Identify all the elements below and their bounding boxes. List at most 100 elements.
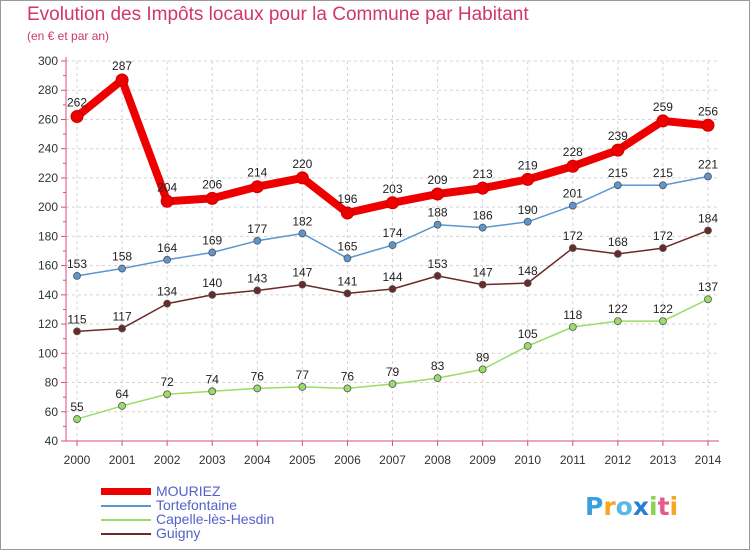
point-tortefontaine-2012: [613, 181, 622, 190]
x-tick-label-2004: 2004: [244, 453, 271, 467]
data-label-guigny-2004: 143: [247, 271, 267, 285]
x-tick-label-2014: 2014: [695, 453, 722, 467]
data-label-capelle-l-s-hesdin-2008: 83: [431, 359, 445, 373]
data-label-mouriez-2004: 214: [247, 166, 267, 180]
legend-swatch-guigny: [101, 533, 151, 535]
data-label-mouriez-2014: 256: [698, 104, 718, 118]
point-guigny-2010: [523, 279, 532, 288]
x-tick-label-2010: 2010: [514, 453, 541, 467]
point-guigny-2006: [343, 289, 352, 298]
data-label-tortefontaine-2013: 215: [653, 166, 673, 180]
legend-label-tortefontaine: Tortefontaine: [156, 497, 237, 513]
y-tick-label-80: 80: [45, 376, 59, 390]
data-label-capelle-l-s-hesdin-2005: 77: [296, 368, 310, 382]
point-tortefontaine-2013: [659, 181, 667, 190]
point-guigny-2014: [704, 226, 712, 235]
data-label-mouriez-2000: 262: [67, 96, 87, 110]
point-tortefontaine-2007: [388, 241, 397, 250]
point-tortefontaine-2009: [478, 223, 487, 232]
data-label-guigny-2000: 115: [67, 312, 86, 326]
y-tick-label-260: 260: [38, 112, 58, 126]
data-label-capelle-l-s-hesdin-2001: 64: [115, 387, 129, 401]
point-mouriez-2008: [431, 187, 445, 201]
y-tick-label-200: 200: [38, 200, 58, 214]
data-label-tortefontaine-2007: 174: [382, 226, 402, 240]
x-tick-label-2012: 2012: [605, 453, 632, 467]
data-label-guigny-2011: 172: [563, 229, 583, 243]
data-label-capelle-l-s-hesdin-2014: 137: [698, 280, 718, 294]
point-guigny-2012: [613, 250, 622, 258]
chart-title: Evolution des Impôts locaux pour la Comm…: [27, 4, 529, 25]
x-tick-label-2007: 2007: [379, 453, 406, 467]
point-tortefontaine-2011: [568, 201, 577, 210]
point-guigny-2001: [118, 324, 126, 333]
legend-swatch-tortefontaine: [101, 505, 151, 507]
legend-swatch-capelle: [101, 519, 151, 521]
point-capelle-l-s-hesdin-2000: [73, 415, 81, 423]
point-capelle-l-s-hesdin-2001: [118, 402, 126, 410]
data-label-mouriez-2010: 219: [518, 158, 538, 172]
point-mouriez-2006: [340, 206, 354, 220]
data-label-guigny-2005: 147: [292, 266, 312, 280]
data-label-capelle-l-s-hesdin-2000: 55: [70, 400, 84, 414]
point-capelle-l-s-hesdin-2010: [523, 342, 532, 350]
point-tortefontaine-2006: [343, 254, 352, 263]
y-tick-label-60: 60: [45, 405, 59, 419]
point-mouriez-2012: [611, 143, 625, 157]
data-label-mouriez-2007: 203: [382, 182, 402, 196]
point-capelle-l-s-hesdin-2008: [433, 374, 442, 383]
legend-label-capelle: Capelle-lès-Hesdin: [156, 511, 275, 527]
point-tortefontaine-2003: [208, 248, 217, 257]
point-tortefontaine-2014: [704, 172, 712, 181]
data-label-guigny-2003: 140: [202, 276, 222, 290]
point-guigny-2013: [659, 244, 667, 252]
point-capelle-l-s-hesdin-2007: [388, 380, 397, 388]
y-tick-label-300: 300: [38, 54, 58, 68]
point-guigny-2005: [298, 280, 307, 289]
data-label-guigny-2006: 141: [337, 274, 357, 288]
y-tick-label-140: 140: [38, 288, 58, 302]
point-tortefontaine-2004: [253, 236, 262, 245]
data-label-capelle-l-s-hesdin-2009: 89: [476, 350, 490, 364]
legend-label-mouriez: MOURIEZ: [156, 483, 221, 499]
data-label-guigny-2010: 148: [518, 264, 538, 278]
x-tick-label-2001: 2001: [109, 453, 136, 467]
data-label-tortefontaine-2005: 182: [292, 214, 312, 228]
data-label-tortefontaine-2012: 215: [608, 166, 628, 180]
data-label-guigny-2009: 147: [473, 266, 493, 280]
data-label-guigny-2002: 134: [157, 285, 177, 299]
data-label-guigny-2014: 184: [698, 212, 718, 226]
data-label-tortefontaine-2008: 188: [428, 206, 448, 220]
point-guigny-2007: [388, 285, 397, 293]
point-guigny-2000: [73, 327, 81, 336]
point-guigny-2003: [208, 290, 217, 299]
data-label-capelle-l-s-hesdin-2002: 72: [160, 375, 174, 389]
point-mouriez-2001: [115, 73, 129, 87]
data-label-tortefontaine-2000: 153: [67, 257, 87, 271]
data-label-guigny-2012: 168: [608, 235, 628, 249]
data-label-capelle-l-s-hesdin-2006: 76: [341, 369, 355, 383]
logo-letter: x: [632, 492, 649, 521]
point-tortefontaine-2001: [118, 264, 126, 273]
x-tick-label-2011: 2011: [560, 453, 586, 467]
data-label-mouriez-2011: 228: [563, 145, 583, 159]
data-label-tortefontaine-2001: 158: [112, 250, 132, 264]
x-tick-label-2008: 2008: [424, 453, 451, 467]
data-label-tortefontaine-2002: 164: [157, 241, 177, 255]
point-guigny-2011: [568, 244, 577, 252]
point-guigny-2002: [163, 299, 172, 308]
point-mouriez-2014: [701, 118, 715, 132]
data-label-mouriez-2013: 259: [653, 100, 673, 114]
x-tick-label-2003: 2003: [199, 453, 226, 467]
point-capelle-l-s-hesdin-2004: [253, 384, 262, 393]
logo-letter: i: [649, 492, 658, 521]
point-capelle-l-s-hesdin-2011: [568, 323, 577, 331]
y-tick-label-240: 240: [38, 142, 58, 156]
logo-letter: o: [615, 492, 633, 521]
data-label-capelle-l-s-hesdin-2011: 118: [563, 308, 582, 322]
y-tick-label-280: 280: [38, 83, 58, 97]
x-tick-label-2000: 2000: [64, 453, 91, 467]
data-label-mouriez-2006: 196: [337, 192, 357, 206]
point-mouriez-2011: [566, 159, 580, 173]
